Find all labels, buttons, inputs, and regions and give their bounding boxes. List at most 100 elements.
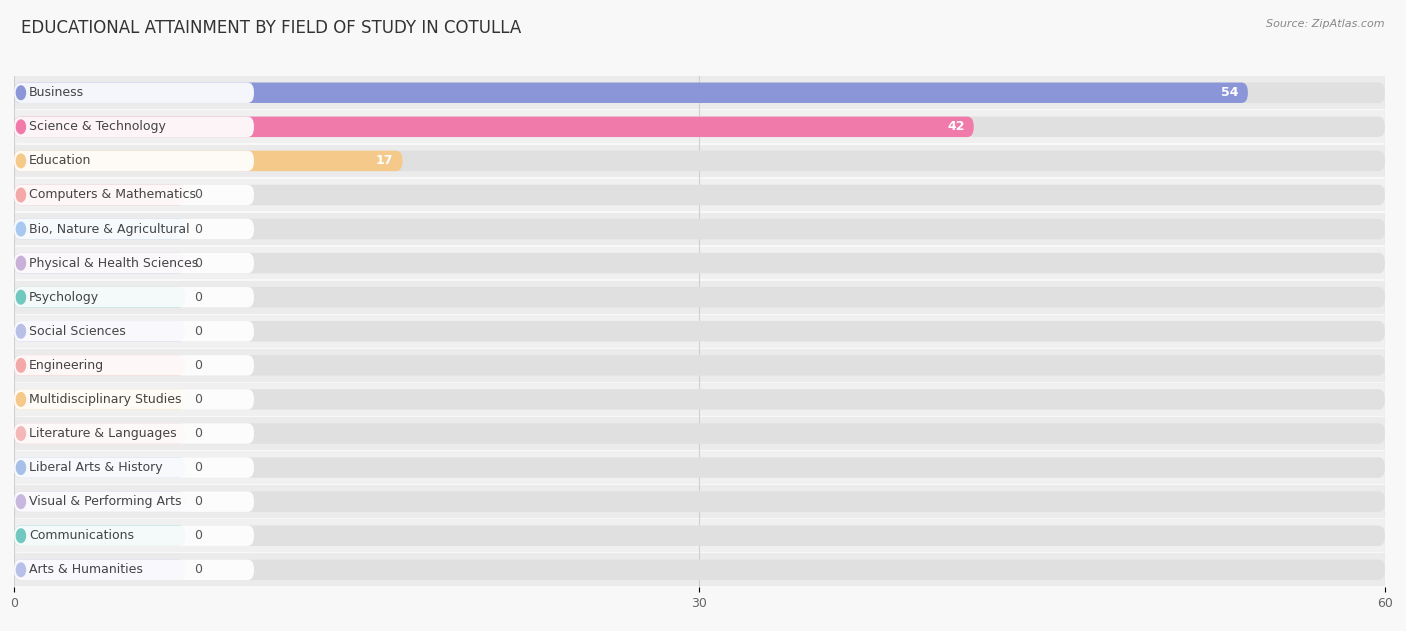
FancyBboxPatch shape — [14, 423, 186, 444]
FancyBboxPatch shape — [14, 144, 1385, 177]
FancyBboxPatch shape — [14, 321, 186, 341]
FancyBboxPatch shape — [14, 492, 254, 512]
FancyBboxPatch shape — [14, 151, 402, 171]
Text: 0: 0 — [194, 325, 202, 338]
FancyBboxPatch shape — [14, 417, 1385, 450]
FancyBboxPatch shape — [14, 213, 1385, 245]
FancyBboxPatch shape — [14, 457, 186, 478]
Circle shape — [17, 154, 25, 168]
Circle shape — [17, 256, 25, 270]
FancyBboxPatch shape — [14, 355, 186, 375]
Text: Literature & Languages: Literature & Languages — [30, 427, 177, 440]
FancyBboxPatch shape — [14, 247, 1385, 280]
FancyBboxPatch shape — [14, 179, 1385, 211]
FancyBboxPatch shape — [14, 560, 1385, 580]
FancyBboxPatch shape — [14, 315, 1385, 348]
Text: 54: 54 — [1222, 86, 1239, 99]
Circle shape — [17, 188, 25, 202]
Circle shape — [17, 324, 25, 338]
FancyBboxPatch shape — [14, 553, 1385, 586]
Text: 0: 0 — [194, 461, 202, 474]
FancyBboxPatch shape — [14, 253, 254, 273]
FancyBboxPatch shape — [14, 560, 254, 580]
FancyBboxPatch shape — [14, 185, 1385, 205]
Text: EDUCATIONAL ATTAINMENT BY FIELD OF STUDY IN COTULLA: EDUCATIONAL ATTAINMENT BY FIELD OF STUDY… — [21, 19, 522, 37]
FancyBboxPatch shape — [14, 389, 186, 410]
FancyBboxPatch shape — [14, 110, 1385, 143]
FancyBboxPatch shape — [14, 423, 254, 444]
FancyBboxPatch shape — [14, 281, 1385, 314]
FancyBboxPatch shape — [14, 457, 1385, 478]
Text: Psychology: Psychology — [30, 291, 98, 304]
Circle shape — [17, 392, 25, 406]
Text: Business: Business — [30, 86, 84, 99]
Text: 0: 0 — [194, 427, 202, 440]
Text: Communications: Communications — [30, 529, 134, 542]
Circle shape — [17, 290, 25, 304]
Text: Computers & Mathematics: Computers & Mathematics — [30, 189, 195, 201]
Circle shape — [17, 358, 25, 372]
Circle shape — [17, 563, 25, 577]
FancyBboxPatch shape — [14, 287, 254, 307]
FancyBboxPatch shape — [14, 287, 1385, 307]
FancyBboxPatch shape — [14, 117, 974, 137]
FancyBboxPatch shape — [14, 219, 1385, 239]
FancyBboxPatch shape — [14, 492, 186, 512]
FancyBboxPatch shape — [14, 253, 186, 273]
Circle shape — [17, 86, 25, 100]
Text: 0: 0 — [194, 189, 202, 201]
Text: 0: 0 — [194, 257, 202, 269]
FancyBboxPatch shape — [14, 526, 254, 546]
FancyBboxPatch shape — [14, 151, 254, 171]
Text: 42: 42 — [948, 121, 965, 133]
FancyBboxPatch shape — [14, 526, 186, 546]
Text: Education: Education — [30, 155, 91, 167]
FancyBboxPatch shape — [14, 485, 1385, 518]
Text: Visual & Performing Arts: Visual & Performing Arts — [30, 495, 181, 508]
Text: Science & Technology: Science & Technology — [30, 121, 166, 133]
FancyBboxPatch shape — [14, 383, 1385, 416]
FancyBboxPatch shape — [14, 151, 1385, 171]
Text: Engineering: Engineering — [30, 359, 104, 372]
Circle shape — [17, 461, 25, 475]
FancyBboxPatch shape — [14, 185, 254, 205]
Text: Physical & Health Sciences: Physical & Health Sciences — [30, 257, 198, 269]
Circle shape — [17, 427, 25, 440]
FancyBboxPatch shape — [14, 492, 1385, 512]
Text: 17: 17 — [375, 155, 394, 167]
FancyBboxPatch shape — [14, 219, 186, 239]
Text: Bio, Nature & Agricultural: Bio, Nature & Agricultural — [30, 223, 190, 235]
Circle shape — [17, 495, 25, 509]
FancyBboxPatch shape — [14, 355, 254, 375]
FancyBboxPatch shape — [14, 219, 254, 239]
FancyBboxPatch shape — [14, 287, 186, 307]
FancyBboxPatch shape — [14, 349, 1385, 382]
FancyBboxPatch shape — [14, 355, 1385, 375]
FancyBboxPatch shape — [14, 83, 1385, 103]
FancyBboxPatch shape — [14, 76, 1385, 109]
FancyBboxPatch shape — [14, 389, 254, 410]
FancyBboxPatch shape — [14, 526, 1385, 546]
Text: 0: 0 — [194, 359, 202, 372]
FancyBboxPatch shape — [14, 253, 1385, 273]
FancyBboxPatch shape — [14, 83, 1249, 103]
Circle shape — [17, 120, 25, 134]
Text: Source: ZipAtlas.com: Source: ZipAtlas.com — [1267, 19, 1385, 29]
FancyBboxPatch shape — [14, 117, 1385, 137]
Text: 0: 0 — [194, 563, 202, 576]
Text: 0: 0 — [194, 495, 202, 508]
FancyBboxPatch shape — [14, 457, 254, 478]
FancyBboxPatch shape — [14, 560, 186, 580]
Text: Arts & Humanities: Arts & Humanities — [30, 563, 143, 576]
Text: Liberal Arts & History: Liberal Arts & History — [30, 461, 163, 474]
FancyBboxPatch shape — [14, 519, 1385, 552]
Text: Multidisciplinary Studies: Multidisciplinary Studies — [30, 393, 181, 406]
Text: 0: 0 — [194, 529, 202, 542]
Circle shape — [17, 529, 25, 543]
FancyBboxPatch shape — [14, 321, 1385, 341]
FancyBboxPatch shape — [14, 423, 1385, 444]
FancyBboxPatch shape — [14, 451, 1385, 484]
FancyBboxPatch shape — [14, 389, 1385, 410]
FancyBboxPatch shape — [14, 83, 254, 103]
FancyBboxPatch shape — [14, 185, 186, 205]
